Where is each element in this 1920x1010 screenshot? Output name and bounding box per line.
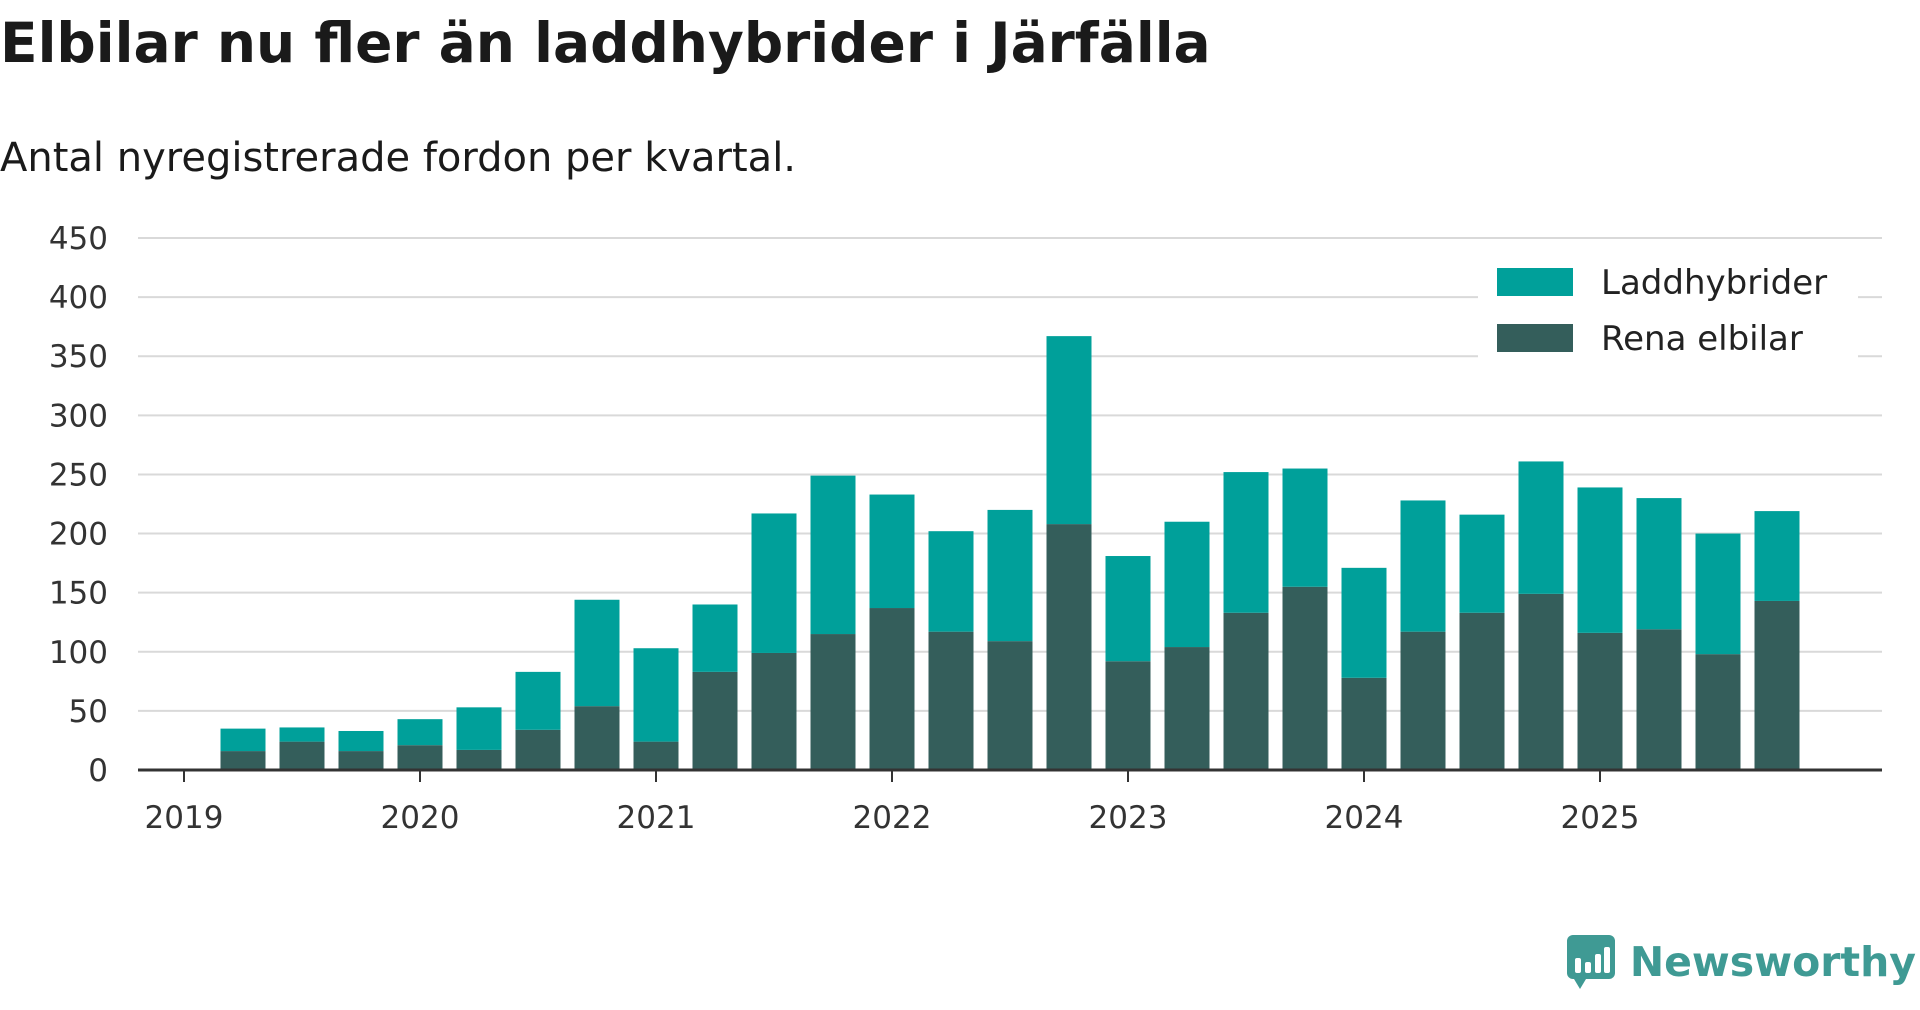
y-tick-label: 250	[49, 457, 108, 493]
bar-laddhybrider	[1400, 500, 1446, 632]
bar-rena-elbilar	[1341, 677, 1387, 770]
x-tick-label: 2025	[1561, 800, 1640, 836]
bar-laddhybrider	[633, 648, 679, 742]
y-tick-label: 100	[49, 635, 108, 671]
bar-rena-elbilar	[869, 608, 915, 770]
bar-laddhybrider	[574, 599, 620, 707]
bar-laddhybrider	[987, 509, 1033, 642]
newsworthy-logo-icon	[1566, 935, 1615, 989]
bar-laddhybrider	[810, 475, 856, 635]
x-tick-label: 2019	[145, 800, 224, 836]
brand-name: Newsworthy	[1629, 938, 1916, 986]
x-tick-label: 2020	[381, 800, 460, 836]
y-tick-label: 300	[49, 398, 108, 434]
bar-rena-elbilar	[751, 652, 797, 770]
bar-rena-elbilar	[1577, 632, 1623, 770]
y-tick-label: 50	[69, 694, 108, 730]
bar-rena-elbilar	[1754, 600, 1800, 770]
bar-rena-elbilar	[633, 741, 679, 770]
bar-laddhybrider	[1341, 567, 1387, 678]
bar-rena-elbilar	[220, 751, 266, 770]
bar-rena-elbilar	[279, 741, 325, 770]
bar-rena-elbilar	[1164, 647, 1210, 770]
y-tick-label: 400	[49, 280, 108, 316]
bar-laddhybrider	[1459, 514, 1505, 613]
legend-swatch	[1497, 324, 1573, 352]
bar-rena-elbilar	[928, 631, 974, 770]
bar-laddhybrider	[1695, 533, 1741, 655]
bar-laddhybrider	[869, 494, 915, 609]
bar-rena-elbilar	[810, 634, 856, 770]
bar-rena-elbilar	[1518, 593, 1564, 770]
bar-laddhybrider	[338, 730, 384, 752]
y-tick-label: 0	[88, 753, 108, 789]
bar-laddhybrider	[515, 671, 561, 730]
bar-laddhybrider	[220, 728, 266, 752]
bar-rena-elbilar	[1223, 612, 1269, 770]
bar-laddhybrider	[928, 531, 974, 632]
bar-rena-elbilar	[1046, 524, 1092, 770]
bar-laddhybrider	[456, 707, 502, 750]
bar-laddhybrider	[1046, 336, 1092, 525]
bar-laddhybrider	[692, 604, 738, 672]
bar-rena-elbilar	[515, 729, 561, 770]
bar-rena-elbilar	[338, 751, 384, 770]
bar-laddhybrider	[1636, 498, 1682, 630]
bar-rena-elbilar	[1459, 612, 1505, 770]
legend-swatch	[1497, 268, 1573, 296]
bar-laddhybrider	[279, 727, 325, 742]
bar-rena-elbilar	[574, 706, 620, 770]
bar-laddhybrider	[1223, 472, 1269, 613]
bar-laddhybrider	[1754, 511, 1800, 601]
x-tick-label: 2024	[1325, 800, 1404, 836]
bar-rena-elbilar	[987, 641, 1033, 770]
bar-laddhybrider	[1518, 461, 1564, 594]
y-tick-label: 150	[49, 576, 108, 612]
bar-rena-elbilar	[1636, 629, 1682, 770]
bar-rena-elbilar	[1282, 586, 1328, 770]
x-tick-label: 2023	[1089, 800, 1168, 836]
bar-laddhybrider	[397, 719, 443, 746]
brand: Newsworthy	[1566, 934, 1916, 990]
x-tick-label: 2021	[617, 800, 696, 836]
y-tick-label: 200	[49, 517, 108, 553]
chart-subtitle: Antal nyregistrerade fordon per kvartal.	[0, 135, 797, 181]
bar-rena-elbilar	[692, 671, 738, 770]
bar-laddhybrider	[1282, 468, 1328, 587]
bar-rena-elbilar	[456, 749, 502, 770]
y-tick-label: 350	[49, 339, 108, 375]
bar-laddhybrider	[751, 513, 797, 653]
bar-laddhybrider	[1105, 556, 1151, 662]
bar-laddhybrider	[1164, 521, 1210, 648]
bar-rena-elbilar	[1105, 661, 1151, 770]
bar-laddhybrider	[1577, 487, 1623, 633]
y-tick-label: 450	[49, 221, 108, 257]
x-tick-label: 2022	[853, 800, 932, 836]
chart-title: Elbilar nu fler än laddhybrider i Järfäl…	[0, 11, 1211, 75]
bar-rena-elbilar	[397, 745, 443, 770]
bar-rena-elbilar	[1695, 654, 1741, 770]
legend-label: Rena elbilar	[1601, 319, 1803, 359]
bar-rena-elbilar	[1400, 631, 1446, 770]
legend-label: Laddhybrider	[1601, 263, 1827, 303]
